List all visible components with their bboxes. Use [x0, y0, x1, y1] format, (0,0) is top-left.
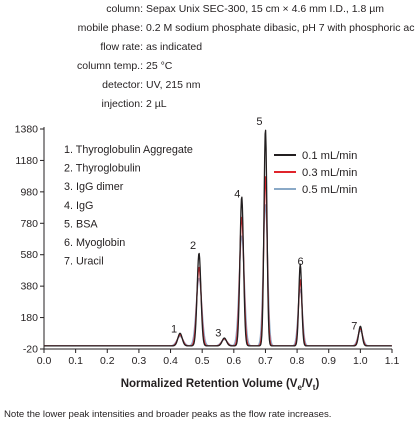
x-axis-label-part: Normalized Retention Volume (V	[121, 378, 298, 390]
condition-row: column: Sepax Unix SEC-300, 15 cm × 4.6 m…	[0, 0, 415, 18]
y-tick-label: 1180	[15, 155, 38, 167]
x-tick-label: 0.3	[132, 355, 147, 367]
compound-list-item: 3. IgG dimer	[64, 181, 124, 193]
x-tick-label: 0.9	[321, 355, 336, 367]
peak-label: 3	[215, 327, 221, 339]
condition-value: Sepax Unix SEC-300, 15 cm × 4.6 mm I.D.,…	[146, 3, 385, 15]
condition-key: detector:	[102, 79, 143, 91]
condition-value: 25 °C	[146, 60, 173, 72]
condition-key: column temp.:	[77, 60, 143, 72]
x-tick-label: 0.6	[227, 355, 242, 367]
x-axis-label-part: t	[313, 383, 316, 392]
x-tick-label: 1.0	[353, 355, 368, 367]
compound-list-item: 5. BSA	[64, 218, 98, 230]
figure-caption: Note the lower peak intensities and broa…	[4, 409, 332, 420]
x-tick-label: 0.4	[163, 355, 178, 367]
x-axis-label-part: e	[297, 383, 302, 392]
compound-list-item: 6. Myoglobin	[64, 237, 125, 249]
peak-label: 7	[351, 320, 357, 332]
x-axis-label-part: /V	[302, 378, 313, 390]
series-layer	[43, 129, 393, 347]
x-tick-label: 0.5	[195, 355, 210, 367]
y-tick-label: 380	[20, 281, 38, 293]
condition-row: column temp.: 25 °C	[0, 57, 415, 75]
y-tick-label: 180	[20, 312, 38, 324]
condition-key: injection:	[101, 98, 143, 110]
y-tick-label: -20	[23, 344, 38, 356]
labels-layer: 1 2 3 4 5 6 7 1. Thyroglobulin Aggregate 2. Thyr…	[64, 116, 357, 339]
peak-label: 1	[171, 323, 177, 335]
condition-row: mobile phase: 0.2 M sodium phosphate diba…	[0, 19, 415, 37]
condition-row: detector: UV, 215 nm	[0, 76, 415, 94]
x-axis-label: Normalized Retention Volume (Ve/Vt)	[121, 378, 320, 392]
compound-list-item: 7. Uracil	[64, 256, 104, 268]
x-tick-label: 0.1	[68, 355, 83, 367]
legend-label: 0.1 mL/min	[302, 150, 357, 162]
x-tick-label: 0.8	[290, 355, 305, 367]
compound-list-item: 2. Thyroglobulin	[64, 163, 141, 175]
legend-label: 0.3 mL/min	[302, 167, 357, 179]
y-tick-label: 980	[20, 186, 38, 198]
condition-row: flow rate: as indicated	[0, 38, 415, 56]
y-tick-label: 1380	[15, 124, 39, 136]
condition-key: mobile phase:	[77, 22, 143, 34]
x-tick-label: 1.1	[385, 355, 400, 367]
condition-value: UV, 215 nm	[146, 79, 201, 91]
chromatogram-chart: -20 180 380 580 780 980 1180 1380 0.0 0.1 0.2 0.3 0.…	[15, 116, 400, 393]
series-line	[43, 129, 393, 347]
y-tick-label: 780	[20, 218, 38, 230]
condition-value: 0.2 M sodium phosphate dibasic, pH 7 wit…	[146, 22, 415, 34]
x-axis-label-part: )	[315, 378, 319, 390]
peak-label: 5	[256, 116, 262, 128]
legend-label: 0.5 mL/min	[302, 184, 357, 196]
axes: -20 180 380 580 780 980 1180 1380 0.0 0.1 0.2 0.3 0.…	[15, 124, 400, 393]
peak-label: 2	[190, 240, 196, 252]
x-tick-label: 0.2	[100, 355, 115, 367]
peak-label: 6	[298, 256, 304, 268]
compound-list-item: 1. Thyroglobulin Aggregate	[64, 144, 193, 156]
condition-row: injection: 2 µL	[0, 95, 415, 113]
condition-value: 2 µL	[146, 98, 167, 110]
x-tick-label: 0.0	[37, 355, 52, 367]
condition-value: as indicated	[146, 41, 203, 53]
peak-label: 4	[234, 188, 240, 200]
y-tick-label: 580	[20, 249, 38, 261]
condition-key: flow rate:	[100, 41, 143, 53]
condition-key: column:	[106, 3, 143, 15]
compound-list-item: 4. IgG	[64, 200, 93, 212]
x-tick-label: 0.7	[258, 355, 273, 367]
